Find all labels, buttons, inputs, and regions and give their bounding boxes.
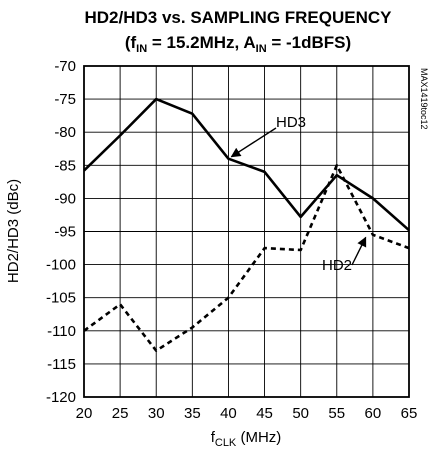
grid (83, 65, 410, 398)
x-tick-label: 25 (112, 405, 129, 422)
chart-subtitle: (fIN = 15.2MHz, AIN = -1dBFS) (125, 33, 351, 55)
annotations: HD3 HD2 (230, 114, 367, 274)
y-tick-label: -110 (47, 323, 76, 340)
y-tick-label: -105 (46, 290, 76, 307)
x-tick-label: 45 (256, 405, 273, 422)
series-hd2-arrow (351, 236, 367, 266)
series-hd3-line (83, 97, 410, 232)
x-tick-label: 65 (401, 405, 418, 422)
y-tick-label: -80 (54, 124, 76, 141)
x-tick-label: 60 (365, 405, 382, 422)
x-tick-label: 20 (76, 405, 93, 422)
x-tick-labels: 20 25 30 35 40 45 50 55 60 65 (76, 405, 418, 422)
x-axis-label: fCLK (MHz) (211, 429, 282, 449)
x-tick-label: 40 (220, 405, 237, 422)
y-tick-label: -85 (54, 157, 76, 174)
y-tick-label: -70 (54, 58, 76, 75)
y-tick-label: -115 (47, 356, 76, 373)
chart-title: HD2/HD3 vs. SAMPLING FREQUENCY (85, 8, 393, 27)
x-tick-label: 50 (292, 405, 309, 422)
series-hd2-line (83, 164, 410, 353)
y-tick-label: -75 (54, 91, 76, 108)
y-axis-label: HD2/HD3 (dBc) (5, 179, 22, 283)
y-tick-labels: -70 -75 -80 -85 -90 -95 -100 -105 -110 -115 -120 (46, 58, 76, 406)
x-tick-label: 30 (148, 405, 165, 422)
x-tick-label: 35 (184, 405, 201, 422)
y-tick-label: -90 (54, 190, 76, 207)
series-layer (83, 97, 410, 353)
y-tick-label: -95 (54, 224, 76, 241)
figure-code: MAX1419toc12 (419, 68, 429, 130)
y-tick-label: -120 (46, 389, 76, 406)
series-hd3-arrow (230, 127, 277, 158)
series-hd2-label: HD2 (322, 257, 352, 274)
series-hd3-label: HD3 (276, 114, 306, 131)
plot-frame (83, 65, 410, 398)
x-tick-label: 55 (328, 405, 345, 422)
y-tick-label: -100 (46, 257, 76, 274)
